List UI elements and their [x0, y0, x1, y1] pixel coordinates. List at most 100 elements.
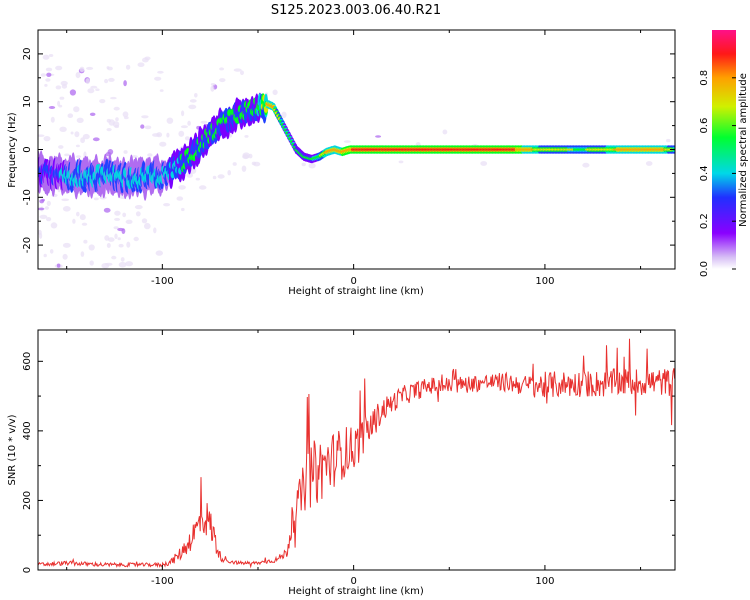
- snr-panel: -100 0 100 0 200 400 600 Height of straight li…: [7, 329, 676, 597]
- heatmap-cell: [189, 99, 197, 103]
- x-tick-label: 0: [350, 276, 356, 287]
- heatmap-cell: [61, 198, 70, 202]
- heatmap-cell: [137, 62, 145, 67]
- heatmap-cell: [49, 249, 54, 254]
- heatmap-cell: [85, 78, 90, 85]
- heatmap-cell: [186, 172, 193, 178]
- heatmap-cell: [113, 226, 119, 230]
- heatmap-cell: [46, 217, 52, 222]
- x-tick-label: 100: [535, 276, 554, 287]
- heatmap-cell: [253, 161, 261, 167]
- heatmap-cell: [50, 116, 55, 123]
- heatmap-cell: [104, 235, 110, 241]
- colorbar: 0.0 0.2 0.4 0.6 0.8 Normalized spectral ampl…: [699, 30, 749, 277]
- heatmap-cell: [153, 227, 157, 234]
- heatmap-cell: [272, 89, 278, 96]
- heatmap-cell: [301, 162, 306, 167]
- y-tick-label: 400: [22, 421, 33, 440]
- heatmap-cell: [152, 133, 161, 137]
- heatmap-marks: [38, 54, 675, 269]
- heatmap-cell: [195, 177, 200, 181]
- heatmap-cell: [210, 83, 216, 86]
- heatmap-cell: [180, 125, 188, 129]
- heatmap-cell: [74, 131, 80, 138]
- heatmap-cell: [92, 137, 100, 142]
- heatmap-cell: [64, 153, 70, 157]
- heatmap-cell: [55, 65, 63, 71]
- heatmap-cell: [141, 218, 148, 224]
- snr-ticks: -100 0 100 0 200 400 600: [22, 330, 675, 587]
- heatmap-cell: [95, 88, 100, 91]
- heatmap-cell: [42, 54, 50, 60]
- heatmap-cell: [123, 116, 129, 120]
- colorbar-tick-label: 0.2: [699, 213, 710, 229]
- heatmap-cell: [217, 174, 225, 179]
- heatmap-cell: [58, 145, 64, 149]
- y-tick-label: 600: [22, 352, 33, 371]
- heatmap-cell: [69, 89, 76, 96]
- heatmap-cell: [48, 106, 56, 109]
- heatmap-cell: [343, 140, 351, 143]
- heatmap-cell: [107, 149, 114, 155]
- heatmap-cell: [178, 185, 186, 190]
- y-tick-label: 200: [22, 491, 33, 510]
- heatmap-cell: [244, 135, 249, 138]
- colorbar-tick-label: 0.8: [699, 70, 710, 86]
- heatmap-cell: [123, 80, 127, 87]
- heatmap-cell: [135, 211, 141, 217]
- y-tick-label: 0: [22, 567, 33, 573]
- colorbar-gradient: [712, 30, 736, 269]
- heatmap-cell: [125, 219, 133, 224]
- heatmap-cell: [79, 214, 86, 221]
- y-tick-label: 10: [22, 95, 33, 108]
- heatmap-cell: [79, 66, 85, 73]
- snr-y-axis-label: SNR (10 * v/v): [7, 414, 18, 485]
- x-tick-label: -100: [151, 276, 174, 287]
- heatmap-cell: [86, 66, 94, 70]
- x-tick-label: -100: [151, 576, 174, 587]
- heatmap-cell: [67, 113, 74, 118]
- heatmap-cell: [75, 72, 81, 79]
- colorbar-tick-label: 0.6: [699, 118, 710, 134]
- heatmap-cell: [122, 111, 129, 118]
- heatmap-cell: [120, 257, 125, 262]
- heatmap-cell: [62, 242, 71, 248]
- heatmap-cell: [114, 210, 121, 216]
- heatmap-cell: [131, 155, 138, 158]
- heatmap-cell: [82, 133, 90, 140]
- heatmap-cell: [76, 211, 80, 217]
- heatmap-cell: [99, 99, 106, 104]
- heatmap-cell: [166, 132, 170, 138]
- heatmap-cell: [75, 155, 82, 159]
- heatmap-cell: [107, 237, 115, 242]
- heatmap-cell: [147, 153, 153, 157]
- heatmap-cell: [103, 207, 111, 213]
- colorbar-tick-label: 0.4: [699, 165, 710, 181]
- heatmap-cell: [242, 152, 250, 159]
- heatmap-cell: [107, 66, 113, 71]
- heatmap-cell: [144, 222, 151, 230]
- spectrogram-x-axis-label: Height of straight line (km): [288, 286, 424, 297]
- heatmap-cell: [219, 67, 225, 71]
- heatmap-cell: [133, 236, 139, 242]
- heatmap-cell: [48, 54, 54, 57]
- heatmap-cell: [99, 196, 107, 200]
- heatmap-cell: [198, 185, 207, 190]
- y-tick-label: 20: [22, 48, 33, 61]
- heatmap-cell: [83, 239, 88, 244]
- heatmap-cell: [122, 212, 127, 218]
- heatmap-cell: [187, 120, 191, 126]
- heatmap-cell: [87, 88, 95, 94]
- heatmap-cell: [117, 227, 124, 232]
- colorbar-tick-label: 0.0: [699, 261, 710, 277]
- heatmap-cell: [39, 214, 48, 219]
- snr-x-axis-label: Height of straight line (km): [288, 586, 424, 597]
- heatmap-cell: [281, 111, 287, 119]
- heatmap-cell: [176, 196, 184, 201]
- heatmap-cell: [60, 80, 68, 86]
- snr-series-line: [38, 338, 675, 569]
- heatmap-cell: [375, 135, 382, 138]
- heatmap-cell: [163, 203, 171, 207]
- heatmap-cell: [38, 207, 45, 211]
